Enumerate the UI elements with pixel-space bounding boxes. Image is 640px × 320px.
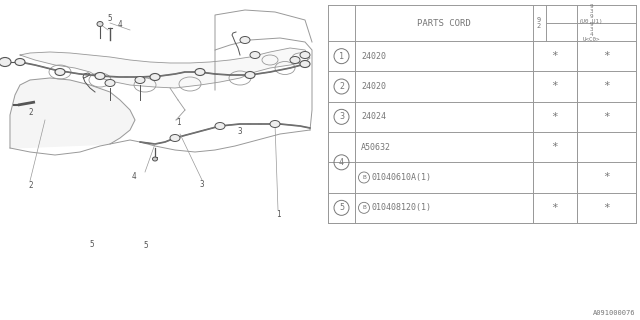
Ellipse shape bbox=[15, 59, 25, 66]
Text: 1: 1 bbox=[339, 52, 344, 61]
Text: *: * bbox=[552, 51, 558, 61]
Text: 4: 4 bbox=[132, 172, 136, 181]
Text: 9
3
4
U<C0>: 9 3 4 U<C0> bbox=[582, 22, 600, 42]
Ellipse shape bbox=[290, 57, 300, 63]
Ellipse shape bbox=[0, 58, 11, 67]
Ellipse shape bbox=[135, 76, 145, 84]
Text: PARTS CORD: PARTS CORD bbox=[417, 19, 471, 28]
Text: 1: 1 bbox=[176, 118, 180, 127]
Text: 24020: 24020 bbox=[361, 82, 386, 91]
Text: 24024: 24024 bbox=[361, 112, 386, 121]
Ellipse shape bbox=[150, 74, 160, 81]
Text: 2: 2 bbox=[28, 181, 33, 190]
Text: 5: 5 bbox=[107, 14, 111, 23]
Polygon shape bbox=[10, 78, 135, 148]
Text: *: * bbox=[552, 203, 558, 213]
Text: 9
2: 9 2 bbox=[537, 17, 541, 29]
Ellipse shape bbox=[300, 52, 310, 59]
Text: *: * bbox=[603, 112, 610, 122]
Text: 010408120(1): 010408120(1) bbox=[371, 203, 431, 212]
Text: *: * bbox=[603, 172, 610, 182]
Ellipse shape bbox=[105, 79, 115, 86]
Text: 01040610A(1): 01040610A(1) bbox=[371, 173, 431, 182]
Text: *: * bbox=[603, 51, 610, 61]
Ellipse shape bbox=[240, 36, 250, 44]
Text: 9
3
9
(U0,U1): 9 3 9 (U0,U1) bbox=[579, 4, 604, 24]
Text: A091000076: A091000076 bbox=[593, 310, 635, 316]
Ellipse shape bbox=[55, 68, 65, 76]
Text: 2: 2 bbox=[339, 82, 344, 91]
Ellipse shape bbox=[95, 73, 105, 79]
Text: 3: 3 bbox=[237, 127, 242, 136]
Ellipse shape bbox=[215, 123, 225, 130]
Text: 4: 4 bbox=[118, 20, 123, 29]
Ellipse shape bbox=[250, 52, 260, 59]
Text: 5: 5 bbox=[143, 241, 148, 250]
Text: *: * bbox=[603, 203, 610, 213]
Ellipse shape bbox=[270, 121, 280, 127]
Text: B: B bbox=[362, 205, 366, 210]
Ellipse shape bbox=[152, 157, 157, 161]
Text: 5: 5 bbox=[339, 203, 344, 212]
Text: *: * bbox=[603, 82, 610, 92]
Text: *: * bbox=[552, 112, 558, 122]
Text: B: B bbox=[362, 175, 366, 180]
Text: 3: 3 bbox=[200, 180, 205, 189]
Ellipse shape bbox=[97, 21, 103, 27]
Text: 24020: 24020 bbox=[361, 52, 386, 61]
Text: *: * bbox=[552, 82, 558, 92]
Text: 4: 4 bbox=[339, 158, 344, 167]
Text: 5: 5 bbox=[89, 240, 93, 249]
Text: 1: 1 bbox=[276, 210, 280, 219]
Ellipse shape bbox=[245, 71, 255, 78]
Text: *: * bbox=[552, 142, 558, 152]
Text: A50632: A50632 bbox=[361, 143, 391, 152]
Polygon shape bbox=[20, 48, 310, 88]
Text: 2: 2 bbox=[28, 108, 33, 117]
Ellipse shape bbox=[170, 134, 180, 141]
Ellipse shape bbox=[195, 68, 205, 76]
Text: 3: 3 bbox=[339, 112, 344, 121]
Ellipse shape bbox=[300, 60, 310, 68]
